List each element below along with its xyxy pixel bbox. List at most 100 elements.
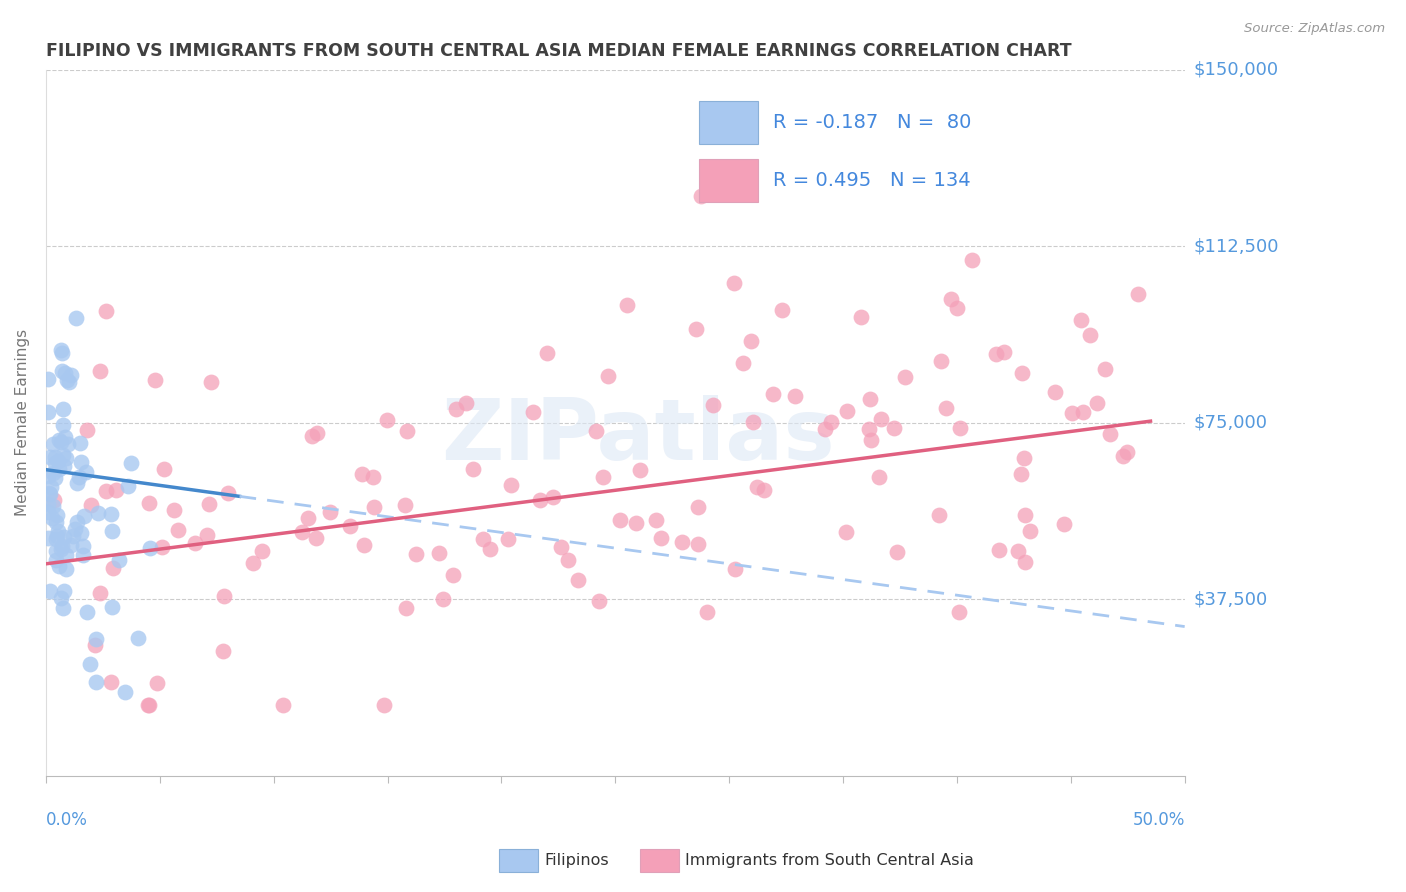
Point bbox=[48, 462, 70, 476]
Point bbox=[53, 583, 76, 598]
Point bbox=[42, 437, 65, 451]
Point bbox=[37, 405, 59, 419]
Point bbox=[45, 508, 67, 523]
Point bbox=[70, 525, 93, 540]
Point bbox=[45, 533, 67, 547]
Text: FILIPINO VS IMMIGRANTS FROM SOUTH CENTRAL ASIA MEDIAN FEMALE EARNINGS CORRELATIO: FILIPINO VS IMMIGRANTS FROM SOUTH CENTRA… bbox=[46, 42, 1071, 60]
Point bbox=[44, 456, 66, 470]
Point bbox=[58, 376, 80, 390]
Point bbox=[869, 411, 891, 425]
Point bbox=[375, 412, 398, 426]
Point bbox=[250, 544, 273, 558]
Point bbox=[84, 675, 107, 690]
Point bbox=[1053, 516, 1076, 531]
Y-axis label: Median Female Earnings: Median Female Earnings bbox=[15, 329, 30, 516]
Point bbox=[55, 451, 77, 466]
Point bbox=[139, 541, 162, 555]
Point bbox=[44, 450, 66, 464]
Point bbox=[104, 483, 127, 497]
Point bbox=[89, 585, 111, 599]
Text: $112,500: $112,500 bbox=[1194, 237, 1278, 255]
Point bbox=[304, 531, 326, 545]
Point bbox=[541, 491, 564, 505]
Point bbox=[89, 364, 111, 378]
Point bbox=[529, 492, 551, 507]
Point bbox=[319, 505, 342, 519]
Point bbox=[650, 531, 672, 545]
Point bbox=[363, 469, 385, 483]
Point bbox=[592, 470, 614, 484]
Point bbox=[671, 535, 693, 549]
Point bbox=[52, 401, 75, 416]
Point bbox=[894, 370, 917, 384]
Point bbox=[785, 389, 807, 403]
Point bbox=[770, 302, 793, 317]
Text: $75,000: $75,000 bbox=[1194, 414, 1267, 432]
Point bbox=[46, 529, 69, 543]
Point bbox=[108, 553, 131, 567]
Point bbox=[939, 292, 962, 306]
Point bbox=[396, 424, 419, 438]
Point bbox=[80, 498, 103, 512]
Point bbox=[73, 508, 96, 523]
Point bbox=[100, 674, 122, 689]
Point bbox=[84, 632, 107, 647]
Point bbox=[153, 462, 176, 476]
Point bbox=[195, 527, 218, 541]
Point bbox=[723, 276, 745, 290]
Point bbox=[837, 403, 859, 417]
Point bbox=[501, 478, 523, 492]
Point bbox=[301, 428, 323, 442]
Point bbox=[45, 553, 67, 567]
Text: 50.0%: 50.0% bbox=[1132, 811, 1185, 829]
Point bbox=[120, 457, 142, 471]
Point bbox=[479, 541, 502, 556]
Point bbox=[1014, 555, 1036, 569]
Point bbox=[350, 467, 373, 481]
Point bbox=[65, 310, 87, 325]
Point bbox=[44, 471, 66, 485]
Point bbox=[1094, 362, 1116, 376]
Text: $150,000: $150,000 bbox=[1194, 61, 1278, 78]
Point bbox=[1115, 444, 1137, 458]
Point bbox=[53, 366, 76, 380]
Point bbox=[94, 483, 117, 498]
Point bbox=[588, 594, 610, 608]
Point bbox=[127, 631, 149, 645]
Point bbox=[1070, 313, 1092, 327]
Point bbox=[38, 486, 60, 500]
Point bbox=[114, 685, 136, 699]
Point bbox=[49, 591, 72, 605]
Point bbox=[56, 373, 79, 387]
Point bbox=[67, 470, 90, 484]
Point bbox=[305, 426, 328, 441]
Point bbox=[928, 508, 950, 523]
Point bbox=[935, 401, 957, 415]
Point bbox=[1080, 327, 1102, 342]
Point bbox=[37, 468, 59, 483]
Point bbox=[46, 524, 69, 539]
Point bbox=[143, 373, 166, 387]
Point bbox=[55, 562, 77, 576]
Point bbox=[1007, 544, 1029, 558]
Point bbox=[446, 402, 468, 417]
Point bbox=[138, 496, 160, 510]
Point bbox=[1014, 508, 1036, 522]
Point bbox=[52, 417, 75, 432]
Point bbox=[762, 386, 785, 401]
Point bbox=[886, 545, 908, 559]
Text: Filipinos: Filipinos bbox=[544, 854, 609, 868]
Point bbox=[742, 415, 765, 429]
Point bbox=[394, 499, 416, 513]
Point bbox=[217, 486, 239, 500]
Point bbox=[52, 459, 75, 474]
Point bbox=[645, 513, 668, 527]
Point bbox=[859, 434, 882, 448]
Point bbox=[1071, 404, 1094, 418]
Point bbox=[38, 450, 60, 464]
Point bbox=[685, 322, 707, 336]
Point bbox=[66, 476, 89, 491]
Point bbox=[993, 345, 1015, 359]
Point bbox=[138, 698, 160, 712]
Point bbox=[405, 547, 427, 561]
